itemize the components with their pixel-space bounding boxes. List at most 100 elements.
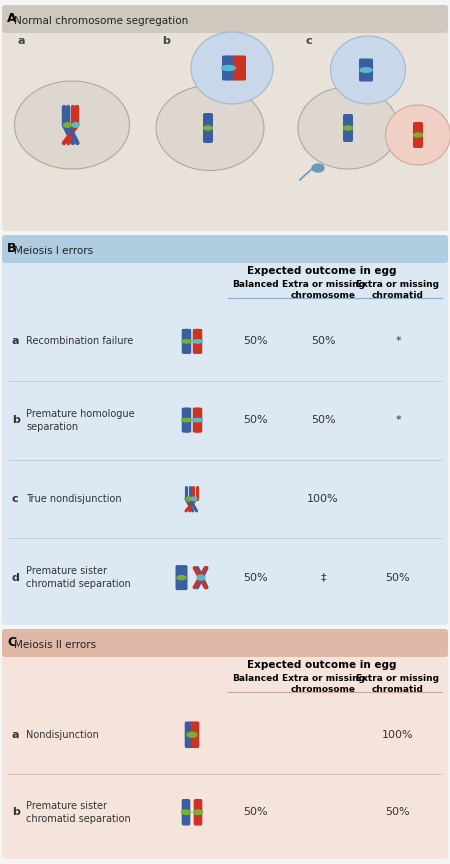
Text: C: C <box>7 636 16 649</box>
Text: 100%: 100% <box>382 730 414 740</box>
Ellipse shape <box>298 87 398 169</box>
Ellipse shape <box>184 340 191 343</box>
FancyBboxPatch shape <box>343 114 353 142</box>
Text: Premature sister
chromatid separation: Premature sister chromatid separation <box>26 566 131 589</box>
Ellipse shape <box>343 126 352 130</box>
FancyBboxPatch shape <box>194 799 202 825</box>
Ellipse shape <box>186 497 192 501</box>
Text: Meiosis I errors: Meiosis I errors <box>14 246 93 256</box>
Text: Meiosis II errors: Meiosis II errors <box>14 640 96 650</box>
FancyBboxPatch shape <box>413 122 423 148</box>
FancyBboxPatch shape <box>359 59 367 81</box>
Ellipse shape <box>312 164 324 172</box>
Ellipse shape <box>177 575 186 580</box>
Ellipse shape <box>72 123 79 127</box>
Ellipse shape <box>194 810 202 815</box>
Ellipse shape <box>386 105 450 165</box>
FancyBboxPatch shape <box>193 408 200 433</box>
FancyBboxPatch shape <box>180 565 188 590</box>
Ellipse shape <box>182 340 189 343</box>
Ellipse shape <box>360 67 372 73</box>
Text: *: * <box>395 415 401 425</box>
FancyBboxPatch shape <box>195 329 202 354</box>
Ellipse shape <box>156 86 264 170</box>
FancyBboxPatch shape <box>2 235 448 263</box>
FancyBboxPatch shape <box>238 55 246 80</box>
Ellipse shape <box>414 133 423 137</box>
Text: 50%: 50% <box>243 573 267 582</box>
Ellipse shape <box>203 126 212 130</box>
FancyBboxPatch shape <box>2 629 448 657</box>
Ellipse shape <box>182 418 189 422</box>
Ellipse shape <box>184 418 191 422</box>
Ellipse shape <box>221 66 235 71</box>
Ellipse shape <box>181 810 190 815</box>
FancyBboxPatch shape <box>233 55 241 80</box>
Text: b: b <box>12 415 20 425</box>
Ellipse shape <box>330 36 405 104</box>
FancyBboxPatch shape <box>2 5 448 231</box>
Text: a: a <box>12 730 19 740</box>
Ellipse shape <box>192 497 197 501</box>
Text: Expected outcome in egg: Expected outcome in egg <box>247 660 397 670</box>
Text: Balanced: Balanced <box>232 674 278 683</box>
Ellipse shape <box>197 575 205 580</box>
FancyBboxPatch shape <box>365 59 373 81</box>
Ellipse shape <box>193 340 200 343</box>
FancyBboxPatch shape <box>227 55 235 80</box>
Text: Extra or missing
chromatid: Extra or missing chromatid <box>356 674 440 694</box>
Text: Expected outcome in egg: Expected outcome in egg <box>247 266 397 276</box>
Ellipse shape <box>14 81 130 169</box>
Text: Extra or missing
chromatid: Extra or missing chromatid <box>356 280 440 300</box>
Text: 50%: 50% <box>386 807 410 817</box>
Text: 50%: 50% <box>243 336 267 346</box>
Text: c: c <box>12 494 18 504</box>
Ellipse shape <box>193 418 200 422</box>
FancyBboxPatch shape <box>176 565 183 590</box>
Text: Premature sister
chromatid separation: Premature sister chromatid separation <box>26 801 131 824</box>
Text: *: * <box>395 336 401 346</box>
Text: A: A <box>7 12 17 25</box>
FancyBboxPatch shape <box>2 629 448 859</box>
FancyBboxPatch shape <box>2 5 448 33</box>
Text: 50%: 50% <box>243 807 267 817</box>
Text: 50%: 50% <box>386 573 410 582</box>
Text: True nondisjunction: True nondisjunction <box>26 494 122 504</box>
Text: Extra or missing
chromosome: Extra or missing chromosome <box>282 280 364 300</box>
Text: Recombination failure: Recombination failure <box>26 336 133 346</box>
Ellipse shape <box>191 32 273 104</box>
Text: b: b <box>162 36 170 46</box>
FancyBboxPatch shape <box>203 113 213 143</box>
Text: a: a <box>12 336 19 346</box>
Ellipse shape <box>63 123 72 127</box>
Ellipse shape <box>195 340 202 343</box>
Text: 50%: 50% <box>310 336 335 346</box>
Text: Balanced: Balanced <box>232 280 278 289</box>
Text: c: c <box>306 36 313 46</box>
FancyBboxPatch shape <box>184 408 191 433</box>
Text: 100%: 100% <box>307 494 339 504</box>
Text: Premature homologue
separation: Premature homologue separation <box>26 409 135 432</box>
FancyBboxPatch shape <box>184 329 191 354</box>
Text: 50%: 50% <box>310 415 335 425</box>
Text: Nondisjunction: Nondisjunction <box>26 730 99 740</box>
FancyBboxPatch shape <box>193 329 200 354</box>
FancyBboxPatch shape <box>195 408 202 433</box>
Text: ‡: ‡ <box>320 573 326 582</box>
FancyBboxPatch shape <box>222 55 230 80</box>
Ellipse shape <box>195 418 202 422</box>
FancyBboxPatch shape <box>182 408 189 433</box>
FancyBboxPatch shape <box>184 721 194 748</box>
FancyBboxPatch shape <box>2 235 448 625</box>
Text: b: b <box>12 807 20 817</box>
Text: a: a <box>18 36 26 46</box>
FancyBboxPatch shape <box>182 329 189 354</box>
Text: B: B <box>7 242 17 255</box>
Text: Normal chromosome segregation: Normal chromosome segregation <box>14 16 188 26</box>
Ellipse shape <box>187 733 197 737</box>
Text: Extra or missing
chromosome: Extra or missing chromosome <box>282 674 364 694</box>
FancyBboxPatch shape <box>191 721 199 748</box>
Text: d: d <box>12 573 20 582</box>
Text: 50%: 50% <box>243 415 267 425</box>
FancyBboxPatch shape <box>182 799 190 825</box>
